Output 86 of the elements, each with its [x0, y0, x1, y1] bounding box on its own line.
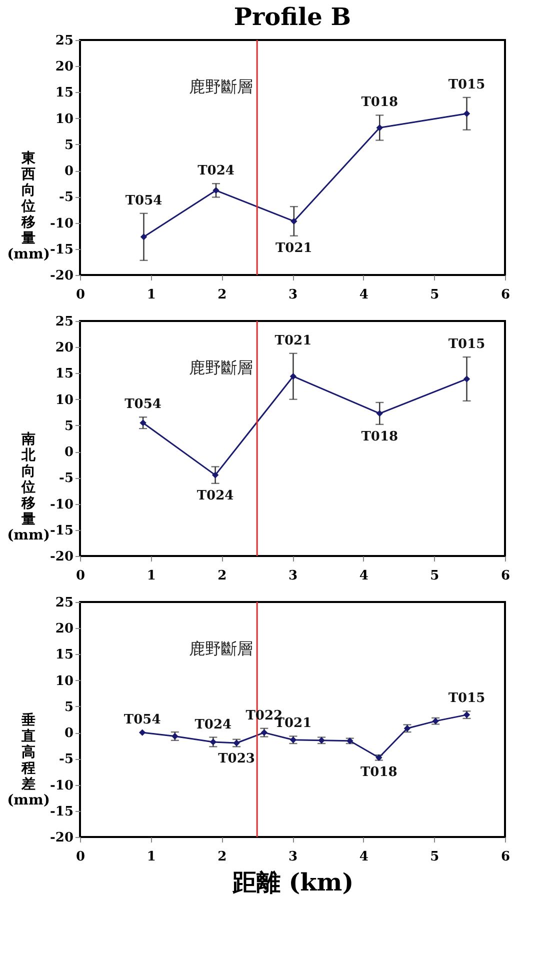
y-tick-label: 15: [55, 366, 74, 382]
y-tick-label: 25: [55, 34, 74, 48]
annotation: T018: [361, 95, 398, 110]
y-tick-label: 10: [55, 112, 74, 127]
y-tick-label: 5: [64, 700, 74, 715]
y-tick-label: -15: [50, 523, 74, 538]
annotation: T015: [448, 77, 486, 92]
x-tick-label: 4: [359, 288, 368, 302]
y-tick-label: -15: [50, 242, 74, 258]
x-tick-label: 2: [218, 568, 227, 584]
x-tick-label: 6: [500, 850, 510, 864]
annotation: T018: [360, 765, 398, 780]
x-tick-label: 3: [288, 288, 298, 302]
y-tick-label: 15: [55, 648, 74, 663]
point: [140, 234, 148, 240]
annotation: T023: [218, 752, 255, 767]
ref-line-label: 鹿野斷層: [189, 639, 254, 658]
x-tick-label: 0: [76, 568, 86, 584]
point: [210, 738, 217, 746]
point: [138, 729, 146, 736]
y-tick-label: 10: [55, 392, 74, 408]
x-tick-label: 1: [146, 850, 156, 864]
y-tick-label: -10: [50, 216, 74, 232]
annotation: T021: [276, 240, 312, 256]
y-axis-title: 垂直高程差(mm): [7, 712, 50, 808]
point: [290, 218, 298, 225]
point: [463, 110, 470, 117]
y-tick-label: 0: [64, 445, 74, 460]
x-tick-label: 5: [430, 850, 440, 864]
point: [376, 410, 383, 417]
point: [140, 419, 146, 426]
x-tick-label: 5: [430, 568, 440, 584]
y-tick-label: 5: [64, 418, 74, 434]
y-tick-label: 0: [64, 164, 74, 180]
point: [463, 376, 470, 382]
y-tick-label: 15: [55, 86, 74, 101]
y-axis-title: 東西向位移量(mm): [7, 150, 50, 262]
annotation: T015: [448, 691, 486, 706]
y-tick-label: -20: [50, 268, 74, 284]
y-tick-label: 25: [55, 596, 74, 610]
y-tick-label: 25: [55, 314, 74, 330]
x-tick-label: 3: [288, 568, 298, 584]
y-tick-label: 5: [64, 138, 74, 153]
x-tick-label: 3: [288, 850, 298, 864]
x-tick-label: 2: [218, 850, 227, 864]
y-tick-label: 10: [55, 674, 74, 689]
x-tick-label: 0: [76, 850, 86, 864]
annotation: T054: [124, 712, 161, 728]
y-axis-title: 南北向位移量(mm): [7, 432, 50, 544]
annotation: T054: [125, 193, 162, 208]
ref-line-label: 鹿野斷層: [189, 358, 254, 377]
point: [290, 373, 297, 380]
y-tick-label: 20: [55, 60, 74, 75]
y-tick-label: -20: [50, 830, 74, 846]
x-tick-label: 0: [76, 288, 86, 302]
annotation: T024: [196, 488, 234, 504]
x-tick-label: 4: [359, 568, 368, 584]
annotation: T015: [448, 337, 486, 352]
point: [376, 124, 383, 132]
annotation: T024: [194, 717, 232, 732]
annotation: T024: [198, 164, 234, 179]
chart-title: Profile B: [234, 2, 352, 31]
y-tick-label: -20: [50, 550, 74, 564]
annotation: T021: [274, 333, 312, 348]
point: [212, 472, 219, 478]
y-tick-label: 20: [55, 622, 74, 637]
x-tick-label: 2: [218, 288, 227, 302]
x-tick-label: 4: [359, 850, 368, 864]
y-tick-label: 0: [64, 726, 74, 742]
y-tick-label: -5: [59, 190, 74, 206]
x-tick-label: 6: [500, 288, 510, 302]
annotation: T018: [361, 429, 398, 444]
y-tick-label: -5: [59, 752, 74, 768]
y-tick-label: -10: [50, 778, 74, 794]
point: [212, 187, 220, 194]
y-tick-label: -5: [59, 471, 74, 486]
x-tick-label: 1: [146, 288, 156, 302]
y-tick-label: 20: [55, 340, 74, 356]
x-tick-label: 1: [146, 568, 156, 584]
annotation: T054: [124, 397, 162, 412]
x-tick-label: 5: [430, 288, 440, 302]
y-tick-label: -15: [50, 804, 74, 820]
y-tick-label: -10: [50, 497, 74, 512]
ref-line-label: 鹿野斷層: [189, 77, 254, 96]
x-axis-title: 距離 (km): [231, 868, 354, 896]
x-tick-label: 6: [500, 568, 510, 584]
